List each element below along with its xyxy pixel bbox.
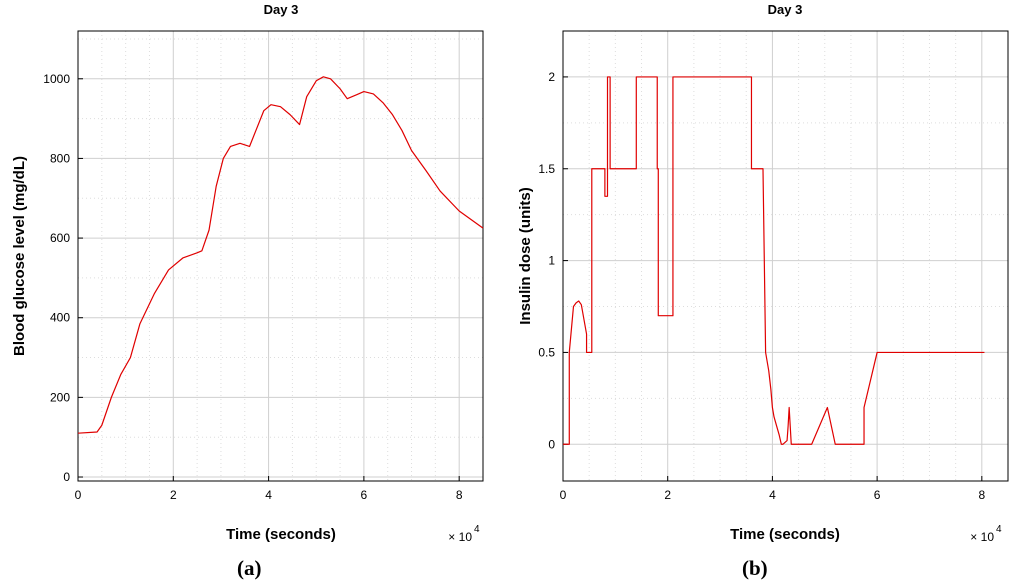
chart-a-grid [77, 31, 484, 481]
chart-b-xtick-label: 2 [664, 488, 671, 502]
chart-b-x-multiplier-exp: 4 [996, 524, 1002, 535]
chart-b-series-line [563, 76, 985, 445]
chart-b: Day 3 0 2 4 6 8 0 0.5 1 1.5 2 Time (seconds) Insu… [517, 2, 1009, 580]
chart-b-ytick-label: 1 [548, 254, 555, 268]
chart-a-xtick-label: 4 [265, 488, 272, 502]
chart-b-ylabel: Insulin dose (units) [517, 187, 534, 325]
chart-a-ytick-label: 1000 [43, 72, 70, 86]
chart-b-ticks: 0 2 4 6 8 0 0.5 1 1.5 2 [538, 70, 985, 502]
chart-b-ytick-label: 0.5 [538, 345, 555, 359]
chart-b-title: Day 3 [768, 2, 803, 17]
chart-a-xtick-label: 0 [75, 488, 82, 502]
chart-a-ytick-label: 0 [63, 470, 70, 484]
chart-b-xlabel: Time (seconds) [730, 526, 840, 543]
chart-a-ytick-label: 600 [50, 231, 70, 245]
chart-a-series [77, 76, 484, 434]
chart-b-xtick-label: 6 [874, 488, 881, 502]
chart-a-x-multiplier: × 10 [448, 530, 472, 544]
chart-a-ticks: 0 2 4 6 8 0 200 400 600 800 1000 [43, 72, 463, 502]
chart-b-grid [562, 30, 1009, 481]
chart-b-x-multiplier: × 10 [970, 530, 994, 544]
chart-a-plot-frame [77, 30, 484, 482]
chart-a-xtick-label: 8 [456, 488, 463, 502]
chart-b-xtick-label: 4 [769, 488, 776, 502]
chart-b-ytick-label: 2 [548, 70, 555, 84]
chart-a: Day 3 0 2 4 6 8 0 200 400 600 800 1000 Time (secon… [11, 2, 484, 580]
chart-b-plot-frame [562, 30, 1009, 482]
chart-b-xtick-label: 0 [560, 488, 567, 502]
chart-a-xlabel: Time (seconds) [226, 526, 336, 543]
chart-a-title: Day 3 [264, 2, 299, 17]
chart-b-series [563, 76, 985, 445]
chart-b-ytick-label: 1.5 [538, 162, 555, 176]
chart-a-ylabel: Blood glucose level (mg/dL) [11, 156, 28, 356]
chart-b-ytick-label: 0 [548, 437, 555, 451]
chart-b-panel-label: (b) [742, 556, 768, 580]
chart-a-xtick-label: 6 [361, 488, 368, 502]
chart-a-ytick-label: 800 [50, 151, 70, 165]
chart-a-series-line [77, 76, 484, 434]
chart-a-ytick-label: 200 [50, 390, 70, 404]
chart-a-x-multiplier-exp: 4 [474, 524, 480, 535]
chart-a-xtick-label: 2 [170, 488, 177, 502]
chart-a-panel-label: (a) [237, 556, 262, 580]
chart-b-xtick-label: 8 [978, 488, 985, 502]
chart-a-ytick-label: 400 [50, 311, 70, 325]
